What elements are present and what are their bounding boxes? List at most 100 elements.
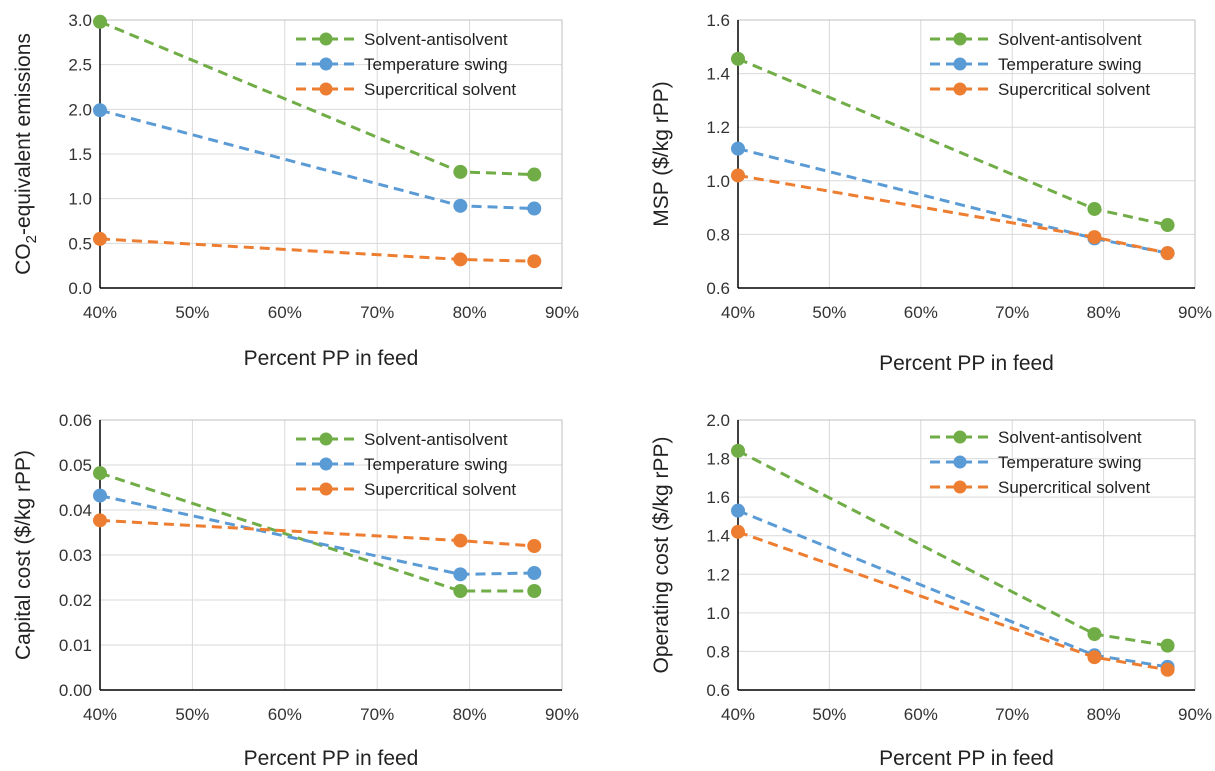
- x-tick-label: 80%: [1087, 303, 1121, 322]
- legend-label: Temperature swing: [364, 455, 508, 474]
- legend-label: Temperature swing: [998, 453, 1142, 472]
- y-tick-label: 1.2: [706, 565, 730, 584]
- y-tick-label: 0.04: [59, 501, 92, 520]
- y-axis-title: Operating cost ($/kg rPP): [650, 437, 673, 674]
- legend-label: Solvent-antisolvent: [364, 30, 508, 49]
- data-point: [527, 167, 542, 182]
- x-tick-label: 50%: [175, 705, 209, 724]
- x-tick-label: 40%: [83, 705, 117, 724]
- legend-label: Supercritical solvent: [364, 80, 516, 99]
- y-tick-label: 0.8: [706, 225, 730, 244]
- data-point: [1160, 218, 1175, 233]
- data-point: [527, 254, 542, 269]
- chart-panel-4: 0.6 0.8 1.0 1.2 1.4 1.6 1.8 2.0 40% 50% 60% 70% 80% 9…: [650, 411, 1212, 770]
- data-point: [1160, 662, 1175, 677]
- legend-label: Supercritical solvent: [364, 480, 516, 499]
- x-tick-label: 60%: [268, 705, 302, 724]
- x-axis-title: Percent PP in feed: [879, 352, 1054, 375]
- data-point: [453, 198, 468, 213]
- legend-marker: [953, 57, 967, 71]
- chart-panel-3: 0.00 0.01 0.02 0.03 0.04 0.05 0.06 40% 50% 60% 70%…: [12, 411, 579, 770]
- data-point: [527, 584, 542, 598]
- y-axis-title: Capital cost ($/kg rPP): [12, 450, 35, 660]
- legend-marker: [319, 32, 333, 46]
- data-point: [93, 488, 107, 503]
- x-tick-label: 70%: [360, 705, 394, 724]
- x-tick-label: 60%: [904, 303, 938, 322]
- legend-marker: [319, 432, 333, 446]
- x-tick-label: 70%: [995, 303, 1029, 322]
- data-point: [453, 567, 468, 582]
- legend-label: Solvent-antisolvent: [364, 430, 508, 449]
- data-point: [731, 168, 745, 183]
- chart-panel-1: 0.0 0.5 1.0 1.5 2.0 2.5 3.0 40% 50% 60% 70% 80% 90% S…: [12, 11, 579, 370]
- legend-marker: [953, 480, 967, 494]
- y-tick-label: 2.0: [706, 411, 730, 430]
- x-tick-label: 60%: [268, 303, 302, 322]
- legend-label: Solvent-antisolvent: [998, 428, 1142, 447]
- data-point: [453, 252, 468, 267]
- y-tick-label: 1.5: [68, 145, 92, 164]
- y-tick-label: 0.05: [59, 456, 92, 475]
- data-point: [527, 201, 542, 216]
- y-tick-label: 0.8: [706, 642, 730, 661]
- data-point: [731, 51, 745, 66]
- data-point: [731, 503, 745, 518]
- data-point: [731, 524, 745, 539]
- legend: Solvent-antisolvent Temperature swing Supe…: [296, 430, 516, 499]
- data-point: [731, 141, 745, 156]
- x-tick-label: 80%: [453, 303, 487, 322]
- y-tick-label: 1.4: [706, 65, 730, 84]
- x-tick-label: 50%: [812, 705, 846, 724]
- y-tick-label: 0.6: [706, 279, 730, 298]
- x-tick-label: 40%: [721, 705, 755, 724]
- data-point: [527, 539, 542, 553]
- y-tick-label: 0.01: [59, 636, 92, 655]
- legend-label: Solvent-antisolvent: [998, 30, 1142, 49]
- legend-label: Supercritical solvent: [998, 80, 1150, 99]
- data-point: [93, 231, 107, 246]
- y-tick-label: 1.6: [706, 11, 730, 30]
- legend-label: Temperature swing: [364, 55, 508, 74]
- data-point: [1087, 650, 1102, 665]
- y-tick-label: 2.0: [68, 100, 92, 119]
- legend: Solvent-antisolvent Temperature swing Supe…: [296, 30, 516, 99]
- legend-marker: [319, 457, 333, 471]
- y-tick-label: 0.00: [59, 681, 92, 700]
- data-point: [93, 466, 107, 481]
- y-tick-label: 1.0: [706, 604, 730, 623]
- y-tick-label: 1.8: [706, 450, 730, 469]
- x-tick-label: 60%: [904, 705, 938, 724]
- series-line-2: [737, 147, 1168, 255]
- chart-panel-2: 0.6 0.8 1.0 1.2 1.4 1.6 40% 50% 60% 70% 80% 90% Solv…: [650, 11, 1212, 375]
- legend-marker: [953, 82, 967, 96]
- x-axis-title: Percent PP in feed: [244, 347, 419, 370]
- x-tick-label: 40%: [83, 303, 117, 322]
- y-axis-title: MSP ($/kg rPP): [650, 81, 673, 226]
- data-point: [453, 533, 468, 548]
- y-tick-label: 0.06: [59, 411, 92, 430]
- legend: Solvent-antisolvent Temperature swing Supe…: [930, 30, 1150, 99]
- legend-marker: [953, 32, 967, 46]
- data-point: [453, 584, 468, 598]
- x-tick-label: 70%: [995, 705, 1029, 724]
- data-point: [93, 103, 107, 118]
- data-point: [1160, 638, 1175, 653]
- y-tick-label: 0.6: [706, 681, 730, 700]
- y-tick-label: 0.02: [59, 591, 92, 610]
- y-axis-title-part: CO: [12, 243, 35, 275]
- x-tick-label: 90%: [545, 705, 579, 724]
- legend-marker: [319, 82, 333, 96]
- y-tick-label: 1.0: [68, 190, 92, 209]
- x-axis-title: Percent PP in feed: [244, 747, 419, 770]
- y-tick-label: 1.4: [706, 527, 730, 546]
- x-tick-label: 40%: [721, 303, 755, 322]
- y-tick-label: 0.5: [68, 234, 92, 253]
- y-tick-label: 2.5: [68, 56, 92, 75]
- x-tick-label: 90%: [1178, 303, 1212, 322]
- y-tick-label: 1.2: [706, 118, 730, 137]
- x-tick-label: 90%: [1178, 705, 1212, 724]
- x-tick-label: 90%: [545, 303, 579, 322]
- x-tick-label: 70%: [360, 303, 394, 322]
- x-tick-label: 50%: [175, 303, 209, 322]
